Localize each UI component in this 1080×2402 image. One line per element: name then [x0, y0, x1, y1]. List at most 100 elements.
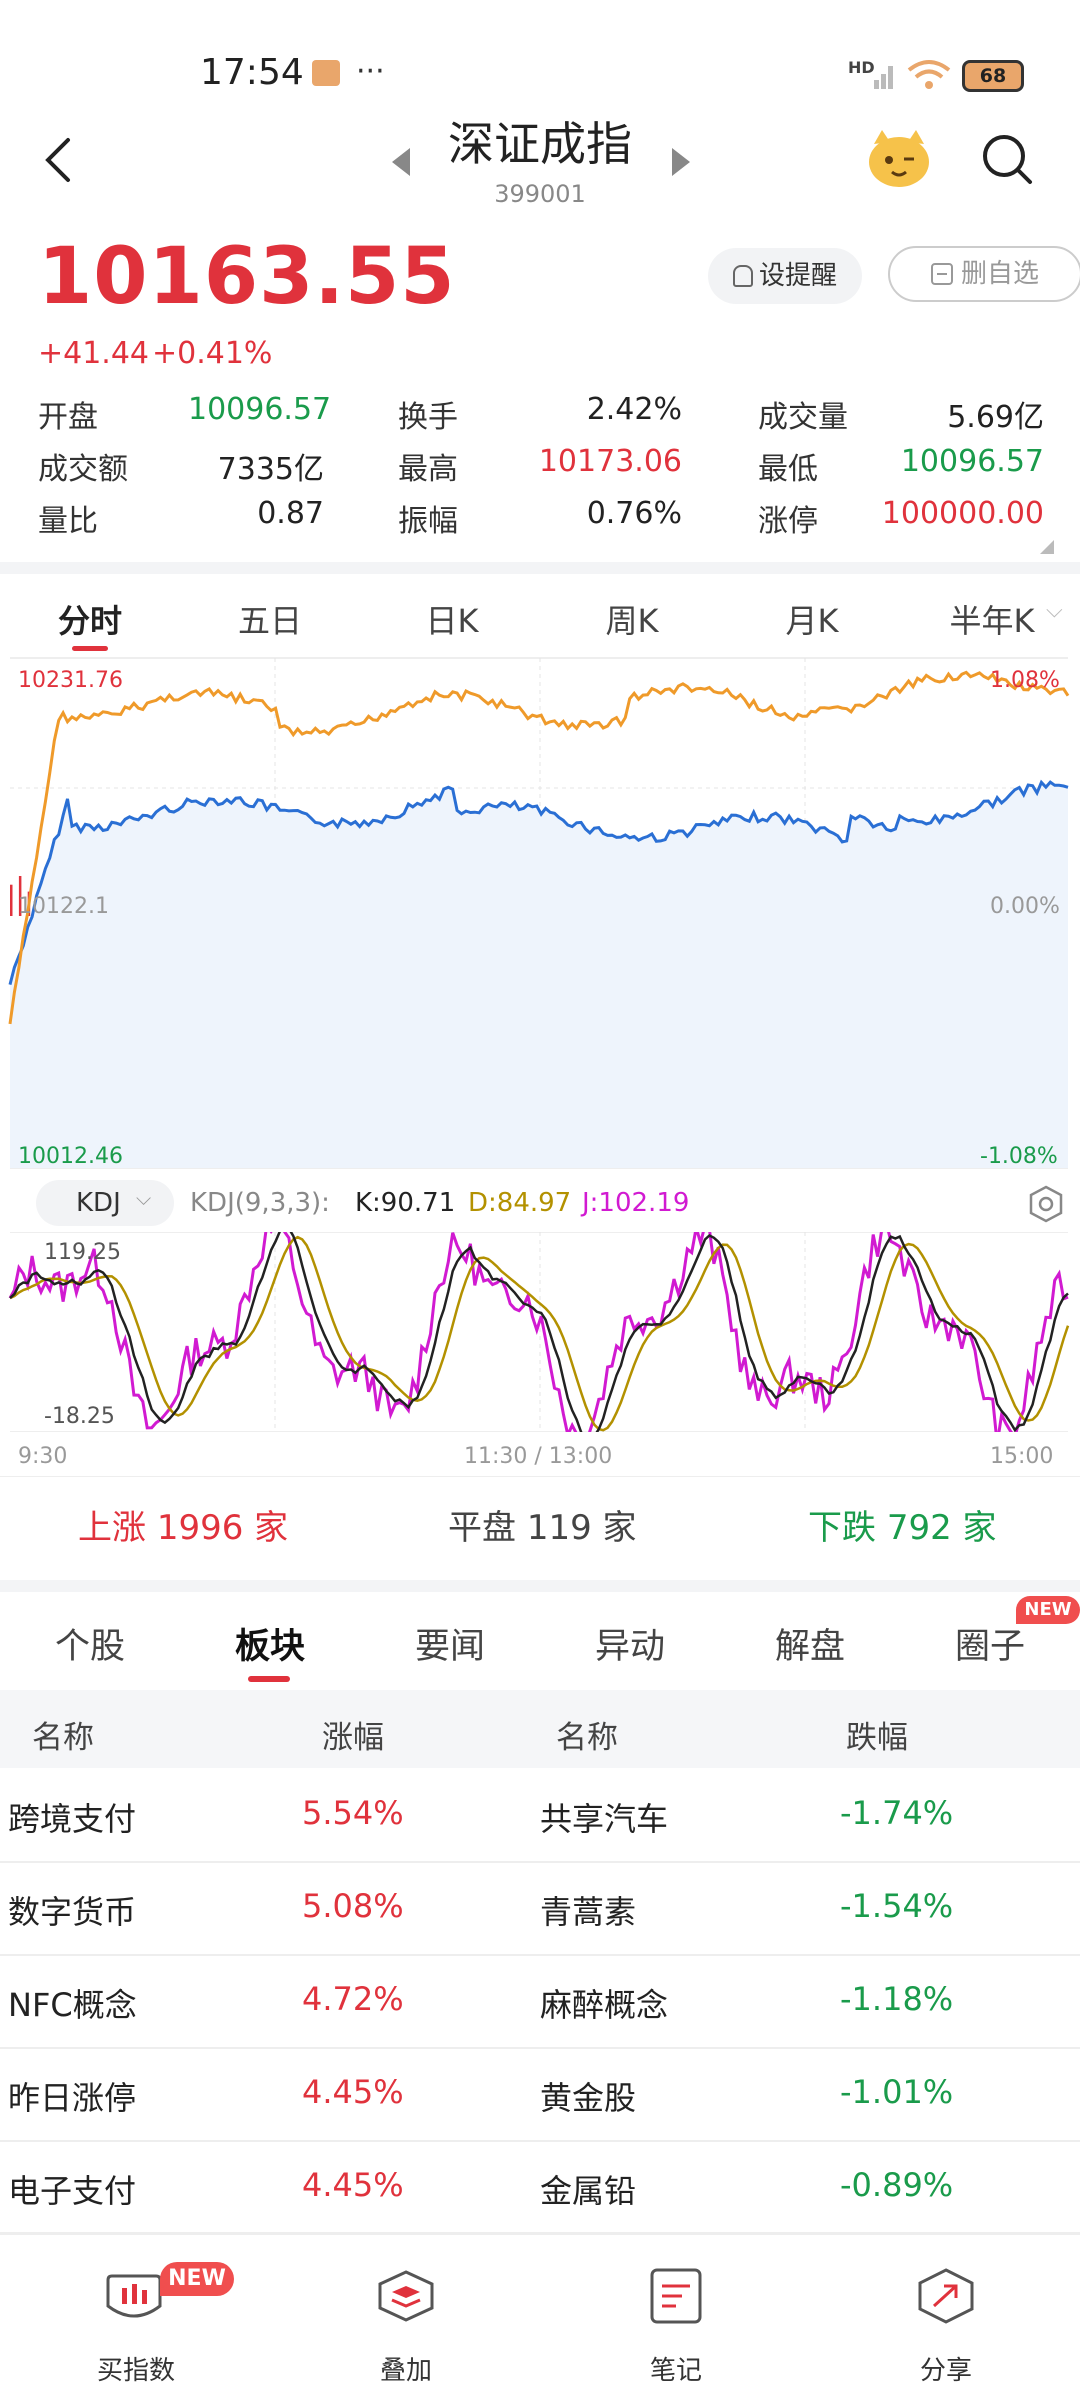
back-icon[interactable] [30, 130, 90, 190]
tab-chevron-icon: ⌵ [1046, 598, 1063, 623]
layers-icon [378, 2270, 434, 2322]
sector-name: 数字货币 [8, 1893, 137, 1931]
nav-buy-index[interactable]: 买指数 [56, 2244, 216, 2386]
share-icon [918, 2268, 974, 2324]
status-time: 17:54 [200, 52, 304, 93]
minus-box-icon [930, 263, 953, 285]
bar-chart-icon [106, 2274, 162, 2318]
chart-tab[interactable]: 半年K [949, 602, 1035, 640]
chart-tab[interactable]: 月K [785, 602, 839, 640]
nav-share-label: 分享 [919, 2356, 972, 2386]
stat-label: 成交额 [38, 452, 128, 487]
set-alert-button[interactable]: 设提醒 [708, 248, 862, 304]
table-row[interactable] [0, 1954, 1080, 2049]
advancers: 上涨 1996 家 [78, 1500, 288, 1549]
change-percent: +0.41% [152, 336, 273, 371]
time-axis-noon: 11:30 / 13:00 [464, 1444, 613, 1469]
chart-bottom-price: 10012.46 [18, 1144, 123, 1169]
decliners-label: 下跌 [808, 1508, 876, 1548]
nav-notes-label: 笔记 [649, 2356, 702, 2386]
search-icon[interactable] [978, 130, 1038, 190]
nav-notes[interactable]: 笔记 [596, 2244, 756, 2386]
kdj-bottom-label: -18.25 [44, 1404, 115, 1429]
sector-loss: -1.01% [840, 2073, 954, 2111]
status-bar: 17:54 ··· HD 68 [0, 0, 1080, 130]
nav-overlay[interactable]: 叠加 [326, 2244, 486, 2386]
chart-bottom-divider [0, 1476, 1080, 1477]
sector-loss: -1.54% [840, 1887, 954, 1925]
indicator-selector-label: KDJ [76, 1188, 121, 1218]
section-divider [0, 562, 1080, 574]
header-gain[interactable]: 涨幅 [322, 1720, 384, 1756]
header-name-down: 名称 [556, 1720, 618, 1756]
chart-tab[interactable]: 五日 [237, 602, 302, 640]
chart-mid-price: 10122.1 [18, 894, 109, 919]
advancers-count: 1996 [156, 1508, 244, 1548]
stat-value: 5.69亿 [947, 400, 1044, 435]
section-divider-2 [0, 1580, 1080, 1592]
stat-label: 量比 [38, 504, 98, 539]
stat-label: 开盘 [38, 400, 98, 435]
chart-top-price: 10231.76 [18, 668, 123, 693]
sub-tab-indicator [248, 1676, 290, 1682]
index-code: 399001 [494, 180, 586, 208]
sector-name: 电子支付 [8, 2172, 137, 2210]
new-badge: NEW [1016, 1596, 1080, 1624]
sector-name: NFC概念 [8, 1986, 137, 2024]
header-name-up: 名称 [32, 1720, 94, 1756]
stat-label: 换手 [398, 400, 458, 435]
expand-corner-icon[interactable] [1040, 540, 1054, 554]
nav-buy-index-label: 买指数 [96, 2356, 175, 2386]
chart-top-percent: 1.08% [990, 668, 1060, 693]
kdj-chart[interactable] [0, 1232, 1080, 1432]
kdj-d-value: D:84.97 [468, 1188, 572, 1218]
content-tab[interactable]: 个股 [54, 1627, 125, 1667]
table-row[interactable] [0, 2047, 1080, 2142]
nav-share[interactable]: 分享 [866, 2244, 1026, 2386]
intraday-chart[interactable] [0, 654, 1080, 1174]
sector-name: 共享汽车 [540, 1800, 669, 1838]
table-row[interactable] [0, 1768, 1080, 1863]
content-tab[interactable]: 异动 [594, 1627, 665, 1667]
bell-icon [732, 265, 753, 287]
next-index-icon[interactable] [672, 148, 690, 176]
chart-tab[interactable]: 周K [605, 602, 659, 640]
indicator-selector[interactable]: KDJ ⌵ [36, 1180, 174, 1226]
sector-name: 跨境支付 [8, 1800, 137, 1838]
header-loss[interactable]: 跌幅 [846, 1720, 908, 1756]
content-tab[interactable]: 要闻 [414, 1627, 485, 1667]
advancers-label: 上涨 [78, 1508, 146, 1548]
active-tab-indicator [72, 646, 108, 651]
chart-tab[interactable]: 分时 [57, 602, 122, 640]
sector-gain: 5.54% [302, 1794, 404, 1832]
time-axis-close: 15:00 [990, 1444, 1054, 1469]
wifi-icon [907, 60, 951, 89]
price-area [10, 782, 1068, 1168]
sector-gain: 5.08% [302, 1887, 404, 1925]
table-row[interactable] [0, 2140, 1080, 2235]
content-tab[interactable]: 板块 [234, 1627, 305, 1667]
hd-label: HD [848, 58, 875, 77]
page-title: 深证成指 [448, 117, 632, 171]
stat-label: 涨停 [758, 504, 818, 539]
kdj-k-value: K:90.71 [355, 1188, 456, 1218]
settings-hexagon-icon[interactable] [1026, 1184, 1066, 1224]
sector-name: 昨日涨停 [8, 2079, 137, 2117]
nav-overlay-label: 叠加 [379, 2356, 432, 2386]
sector-name: 麻醉概念 [540, 1986, 669, 2024]
kdj-top-label: 119.25 [44, 1240, 121, 1265]
mascot-icon[interactable] [864, 126, 934, 190]
content-tab[interactable]: 解盘 [774, 1627, 845, 1667]
stat-label: 振幅 [398, 504, 458, 539]
kdj-j-line [8, 1232, 1069, 1432]
content-tab[interactable]: 圈子 [954, 1627, 1025, 1667]
bottom-nav [0, 2232, 1080, 2402]
volume-bar [18, 876, 22, 916]
stat-value: 100000.00 [881, 496, 1044, 531]
chart-tab[interactable]: 日K [425, 602, 479, 640]
table-row[interactable] [0, 1861, 1080, 1956]
set-alert-label: 设提醒 [758, 261, 837, 291]
sector-loss: -0.89% [840, 2166, 954, 2204]
remove-watchlist-button[interactable]: 删自选 [888, 246, 1080, 302]
prev-index-icon[interactable] [392, 148, 410, 176]
